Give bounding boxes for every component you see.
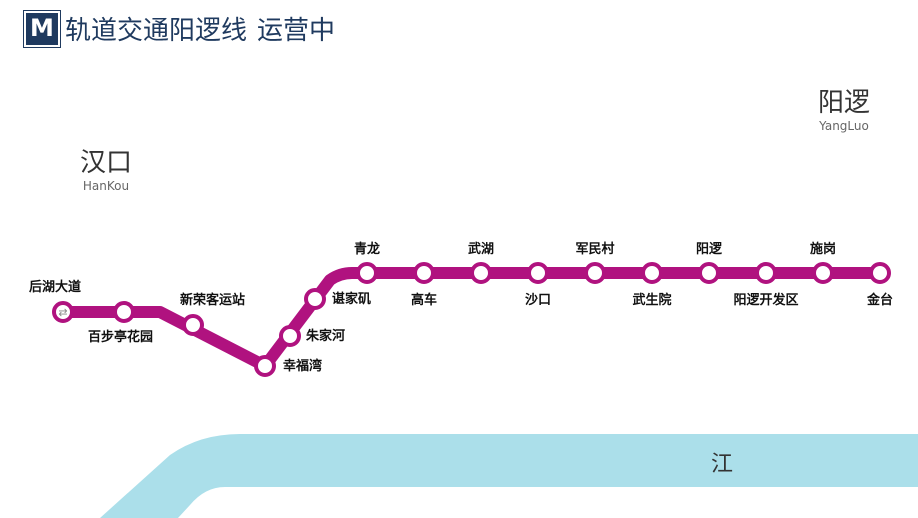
station-marker[interactable]: [279, 325, 301, 347]
station-label[interactable]: 幸福湾: [283, 358, 322, 374]
station-marker[interactable]: [584, 262, 606, 284]
transfer-arrows-icon: ⇄: [58, 306, 67, 319]
station-marker[interactable]: [527, 262, 549, 284]
station-marker[interactable]: [52, 301, 74, 323]
river: [100, 434, 918, 518]
station-marker[interactable]: [182, 314, 204, 336]
station-marker[interactable]: [812, 262, 834, 284]
district-name: 汉口: [80, 148, 133, 178]
station-marker[interactable]: [869, 262, 891, 284]
station-marker[interactable]: [254, 355, 276, 377]
station-label[interactable]: 谌家矶: [332, 291, 371, 307]
status-text: 运营中: [257, 16, 336, 46]
station-label[interactable]: 沙口: [525, 293, 551, 308]
station-label[interactable]: 新荣客运站: [180, 292, 245, 308]
district-name-en: HanKou: [82, 179, 130, 193]
station-label[interactable]: 朱家河: [305, 328, 345, 344]
station-label[interactable]: 施岗: [810, 241, 836, 257]
river-label: 江: [711, 452, 733, 477]
station-label[interactable]: 百步亭花园: [88, 329, 153, 345]
header: M 轨道交通阳逻线 运营中: [23, 9, 336, 48]
station-marker[interactable]: [698, 262, 720, 284]
station-label[interactable]: 武生院: [632, 292, 671, 308]
district-name-en: YangLuo: [819, 119, 869, 133]
station-marker[interactable]: [356, 262, 378, 284]
district-hankou: 汉口 HanKou: [80, 142, 132, 193]
station-marker[interactable]: [470, 262, 492, 284]
station-marker[interactable]: [755, 262, 777, 284]
station-label[interactable]: 青龙: [354, 241, 380, 257]
station-label[interactable]: 后湖大道: [29, 279, 81, 295]
page-title: 轨道交通阳逻线: [65, 16, 248, 46]
station-label[interactable]: 高车: [411, 292, 437, 308]
district-name: 阳逻: [818, 88, 871, 118]
station-label[interactable]: 阳逻开发区: [733, 292, 798, 308]
station-label[interactable]: 阳逻: [696, 241, 723, 257]
station-marker[interactable]: [113, 301, 135, 323]
station-marker[interactable]: [641, 262, 663, 284]
metro-logo-icon: M: [23, 9, 61, 48]
station-marker[interactable]: [413, 262, 435, 284]
station-marker[interactable]: [304, 288, 326, 310]
district-yangluo: 阳逻 YangLuo: [818, 82, 870, 133]
station-label[interactable]: 武湖: [468, 241, 494, 257]
station-label[interactable]: 军民村: [575, 241, 614, 257]
station-label[interactable]: 金台: [866, 292, 893, 308]
